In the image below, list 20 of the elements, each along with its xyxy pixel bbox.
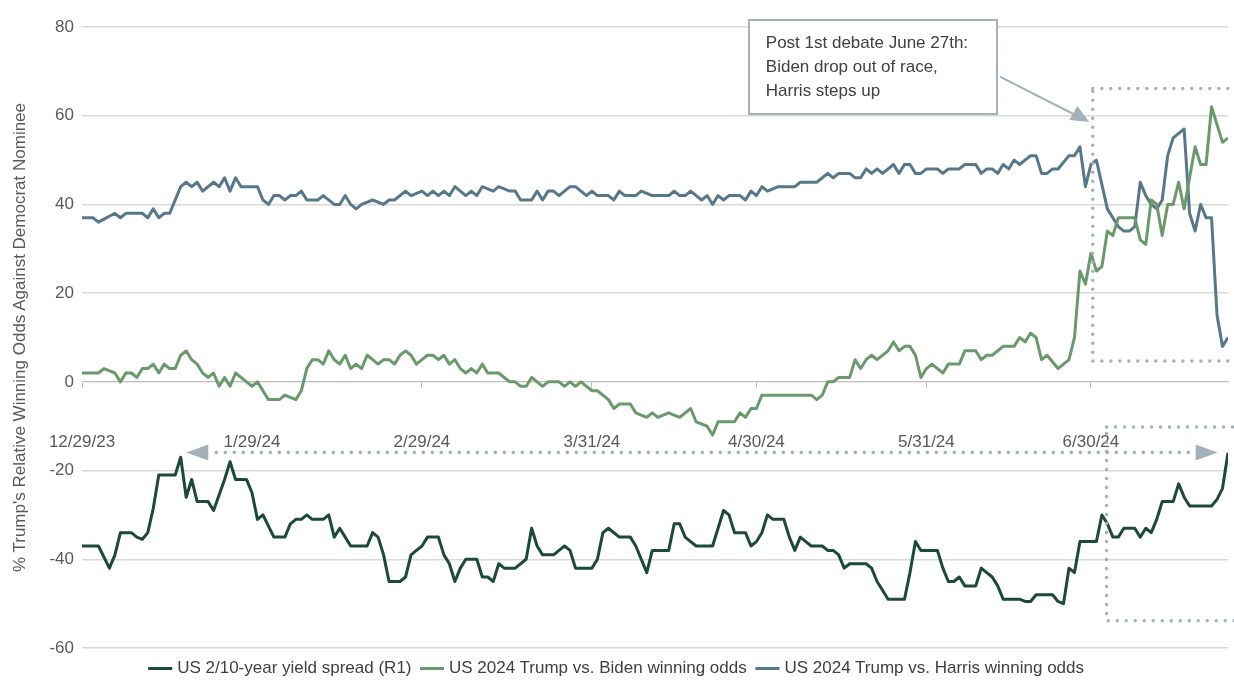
y-tick-label: -20 xyxy=(49,460,74,480)
x-tick-label: 5/31/24 xyxy=(898,431,955,451)
x-tick-label: 1/29/24 xyxy=(223,431,281,451)
legend-label: US 2024 Trump vs. Biden winning odds xyxy=(449,658,747,678)
legend-label: US 2/10-year yield spread (R1) xyxy=(177,658,412,678)
y-tick-label: 20 xyxy=(55,282,74,302)
y-tick-label: 40 xyxy=(55,194,74,214)
y-tick-label: 80 xyxy=(55,16,74,36)
x-tick-label: 4/30/24 xyxy=(728,431,785,451)
annotation: Post 1st debate June 27th: Biden drop out of race, Harris steps up xyxy=(747,19,998,115)
x-tick-label: 2/29/24 xyxy=(393,431,451,451)
x-tick-label: 3/31/24 xyxy=(563,431,621,451)
y-tick-label: 60 xyxy=(55,105,74,125)
y-axis-title: % Trump's Relative Winning Odds Against Democrat Nominee xyxy=(9,102,29,573)
x-tick-label: 12/29/23 xyxy=(48,431,116,451)
x-tick-label: 6/30/24 xyxy=(1062,431,1120,451)
legend-label: US 2024 Trump vs. Harris winning odds xyxy=(784,658,1085,678)
y-tick-label: -60 xyxy=(49,637,74,657)
y-tick-label: 0 xyxy=(64,371,74,391)
y-tick-label: -40 xyxy=(49,548,74,568)
